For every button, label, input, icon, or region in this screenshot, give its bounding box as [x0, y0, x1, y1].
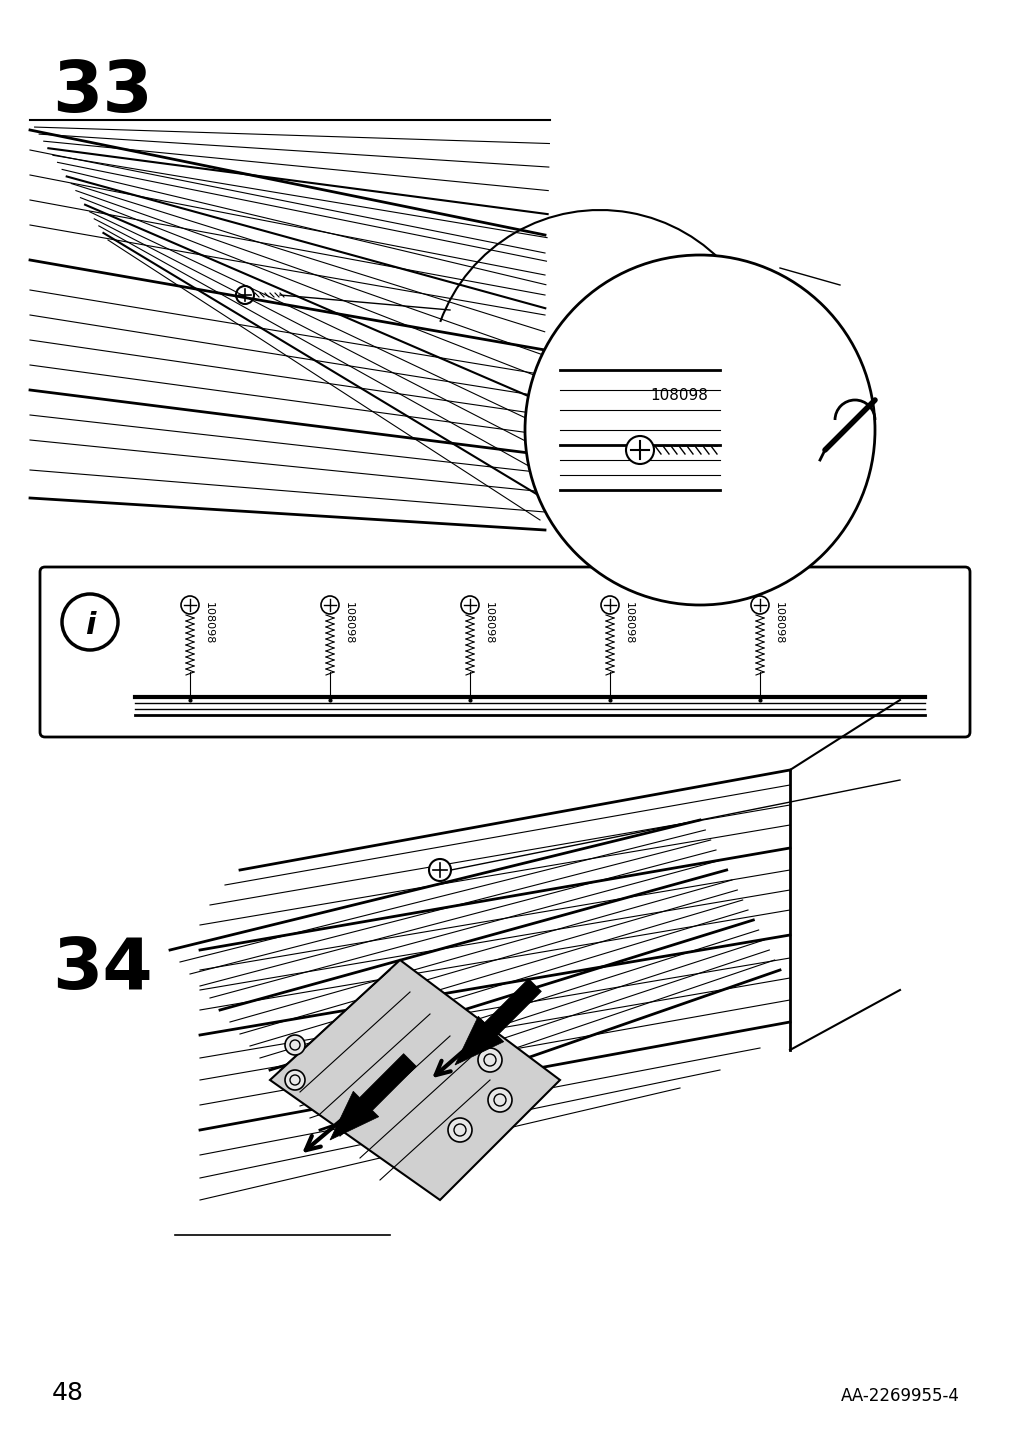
Circle shape	[448, 1118, 471, 1141]
Circle shape	[429, 859, 451, 881]
Text: 48: 48	[52, 1380, 84, 1405]
Circle shape	[181, 596, 199, 614]
Text: AA-2269955-4: AA-2269955-4	[840, 1388, 959, 1405]
Text: 34: 34	[52, 935, 153, 1004]
Text: 108098: 108098	[773, 601, 784, 644]
Circle shape	[285, 1070, 304, 1090]
Circle shape	[285, 1035, 304, 1055]
Text: i: i	[85, 610, 95, 640]
Circle shape	[750, 596, 768, 614]
Text: 108098: 108098	[344, 601, 354, 644]
Polygon shape	[270, 959, 559, 1200]
Text: 108098: 108098	[649, 388, 707, 402]
Polygon shape	[455, 978, 541, 1065]
Circle shape	[626, 435, 653, 464]
Circle shape	[320, 596, 339, 614]
Text: 33: 33	[52, 59, 153, 127]
Text: 108098: 108098	[204, 601, 213, 644]
Circle shape	[601, 596, 619, 614]
Text: 108098: 108098	[483, 601, 493, 644]
Text: 108098: 108098	[624, 601, 633, 644]
Circle shape	[487, 1088, 512, 1113]
Circle shape	[461, 596, 478, 614]
Circle shape	[236, 286, 254, 304]
Polygon shape	[330, 1054, 416, 1140]
Circle shape	[477, 1048, 501, 1073]
Circle shape	[525, 255, 875, 604]
